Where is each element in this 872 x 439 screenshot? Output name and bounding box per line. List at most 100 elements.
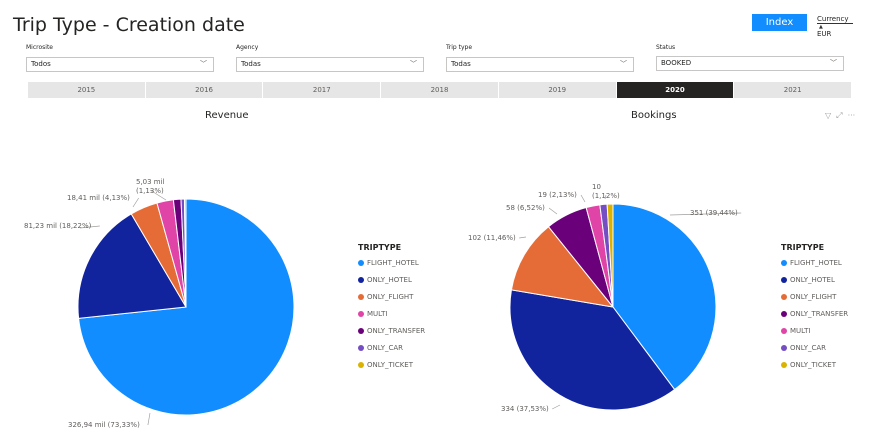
legend-dot-icon [358, 294, 364, 300]
legend-dot-icon [358, 328, 364, 334]
currency-slicer[interactable]: Currency ▲ EUR [817, 15, 853, 38]
trip-type-value: Todas [451, 60, 471, 68]
bookings-legend-title: TRIPTYPE [781, 243, 825, 252]
revenue-pie-chart: 326,94 mil (73,33%) 81,23 mil (18,22%) 18,… [24, 178, 295, 429]
leader-line [149, 189, 167, 201]
data-label-only-hotel: 81,23 mil (18,22%) [24, 222, 92, 230]
legend-dot-icon [358, 277, 364, 283]
revenue-chart-title: Revenue [205, 110, 249, 121]
page-title: Trip Type - Creation date [13, 14, 245, 36]
year-button-2016[interactable]: 2016 [145, 82, 263, 98]
chevron-down-icon: ﹀ [200, 60, 207, 68]
bookings-chart-title: Bookings [631, 110, 677, 121]
status-label: Status [656, 44, 676, 51]
data-label-only-hotel: 334 (37,53%) [501, 405, 549, 413]
index-button[interactable]: Index [752, 14, 807, 31]
microsite-value: Todos [31, 60, 51, 68]
legend-item-only-transfer[interactable]: ONLY_TRANSFER [781, 310, 848, 318]
legend-label: ONLY_TICKET [790, 361, 837, 369]
data-label-only-car: 10 (1,12%) [592, 183, 620, 200]
caret-up-icon: ▲ [819, 24, 823, 30]
agency-dropdown[interactable]: Todas ﹀ [236, 57, 424, 72]
legend-label: ONLY_TICKET [367, 361, 414, 369]
status-value: BOOKED [661, 59, 692, 67]
data-label-flight-hotel: 351 (39,44%) [690, 209, 738, 217]
data-label-only-transfer: 58 (6,52%) [506, 204, 545, 212]
legend-item-only-hotel[interactable]: ONLY_HOTEL [358, 276, 412, 284]
focus-mode-icon[interactable]: ⤢ [836, 111, 843, 120]
leader-line [548, 207, 558, 215]
year-button-2019[interactable]: 2019 [498, 82, 616, 98]
agency-value: Todas [241, 60, 261, 68]
data-label-multi: 19 (2,13%) [538, 191, 577, 199]
status-dropdown[interactable]: BOOKED ﹀ [656, 56, 844, 71]
legend-dot-icon [358, 311, 364, 317]
legend-dot-icon [781, 277, 787, 283]
filter-icon[interactable]: ▽ [825, 111, 832, 120]
legend-item-only-hotel[interactable]: ONLY_HOTEL [781, 276, 835, 284]
legend-item-only-flight[interactable]: ONLY_FLIGHT [358, 293, 413, 301]
legend-item-only-transfer[interactable]: ONLY_TRANSFER [358, 327, 425, 335]
legend-item-flight-hotel[interactable]: FLIGHT_HOTEL [781, 259, 842, 267]
more-options-icon[interactable]: ··· [847, 111, 856, 120]
leader-line [604, 194, 607, 200]
legend-label: MULTI [790, 327, 811, 335]
legend-label: FLIGHT_HOTEL [790, 259, 842, 267]
leader-line [147, 412, 151, 426]
leader-line [580, 194, 586, 203]
leader-line [552, 404, 561, 410]
data-label-only-transfer: 5,03 mil (1,13%) [136, 178, 165, 195]
microsite-dropdown[interactable]: Todos ﹀ [26, 57, 214, 72]
legend-dot-icon [781, 328, 787, 334]
visual-header-icons: ▽ ⤢ ··· [825, 111, 855, 121]
legend-label: ONLY_HOTEL [790, 276, 835, 284]
pie-slice-only-ticket[interactable] [183, 198, 187, 308]
legend-item-only-ticket[interactable]: ONLY_TICKET [781, 361, 836, 369]
chevron-down-icon: ﹀ [410, 60, 417, 68]
legend-label: ONLY_TRANSFER [790, 310, 849, 318]
chevron-down-icon: ﹀ [830, 59, 837, 67]
data-label-only-flight: 18,41 mil (4,13%) [67, 194, 130, 202]
legend-dot-icon [358, 345, 364, 351]
data-label-only-flight: 102 (11,46%) [468, 234, 516, 242]
legend-item-multi[interactable]: MULTI [781, 327, 810, 335]
legend-label: MULTI [367, 310, 388, 318]
leader-line [132, 197, 139, 208]
pie-slice-only-flight[interactable] [510, 225, 615, 308]
legend-item-multi[interactable]: MULTI [358, 310, 387, 318]
legend-dot-icon [781, 294, 787, 300]
year-button-2018[interactable]: 2018 [381, 82, 498, 98]
pie-slice-only-hotel[interactable] [509, 289, 676, 411]
legend-dot-icon [358, 260, 364, 266]
legend-label: ONLY_CAR [790, 344, 827, 352]
year-button-2015[interactable]: 2015 [28, 82, 145, 98]
data-label-flight-hotel: 326,94 mil (73,33%) [68, 421, 140, 429]
legend-label: ONLY_FLIGHT [367, 293, 414, 301]
legend-dot-icon [358, 362, 364, 368]
legend-item-only-ticket[interactable]: ONLY_TICKET [358, 361, 413, 369]
chevron-down-icon: ﹀ [620, 60, 627, 68]
currency-value[interactable]: EUR [817, 30, 832, 38]
trip-type-dropdown[interactable]: Todas ﹀ [446, 57, 634, 72]
legend-item-only-car[interactable]: ONLY_CAR [358, 344, 403, 352]
year-button-2020[interactable]: 2020 [616, 82, 734, 98]
microsite-label: Microsite [26, 44, 53, 51]
legend-item-only-flight[interactable]: ONLY_FLIGHT [781, 293, 836, 301]
legend-dot-icon [781, 362, 787, 368]
legend-item-flight-hotel[interactable]: FLIGHT_HOTEL [358, 259, 419, 267]
trip-type-label: Trip type [446, 44, 473, 51]
legend-dot-icon [781, 311, 787, 317]
pie-slice-only-hotel[interactable] [77, 213, 187, 319]
legend-item-only-car[interactable]: ONLY_CAR [781, 344, 826, 352]
pie-slice-flight-hotel[interactable] [612, 203, 717, 391]
pie-slice-only-ticket[interactable] [606, 203, 614, 308]
year-button-2017[interactable]: 2017 [263, 82, 381, 98]
year-slicer: 2015 2016 2017 2018 2019 2020 2021 [28, 82, 852, 98]
legend-label: ONLY_FLIGHT [790, 293, 837, 301]
revenue-legend-title: TRIPTYPE [358, 243, 402, 252]
currency-label: Currency [817, 15, 853, 24]
agency-label: Agency [236, 44, 259, 51]
year-button-2021[interactable]: 2021 [734, 82, 852, 98]
legend-label: FLIGHT_HOTEL [367, 259, 419, 267]
